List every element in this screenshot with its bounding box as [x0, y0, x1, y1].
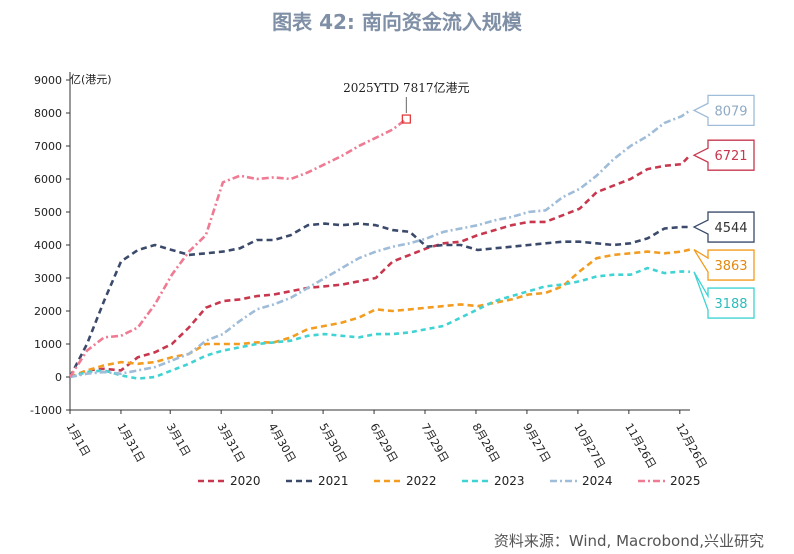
y-tick-label: 6000: [34, 173, 62, 186]
legend-label-2023: 2023: [494, 474, 525, 488]
x-tick-label: 4月30日: [266, 421, 299, 465]
x-tick-label: 6月29日: [367, 421, 400, 465]
x-tick-label: 11月26日: [622, 421, 658, 471]
end-callout-box-2021: [692, 211, 755, 243]
series-line-2021: [68, 222, 690, 378]
x-tick-label: 12月26日: [673, 421, 709, 471]
legend-label-2022: 2022: [406, 474, 437, 488]
y-tick-label: -1000: [30, 404, 62, 417]
end-callout-label-2020: 6721: [714, 149, 747, 164]
end-callout-label-2024: 8079: [714, 104, 747, 119]
x-tick-label: 8月28日: [469, 421, 502, 465]
end-callout-box-2022: [693, 248, 755, 281]
y-tick-label: 0: [55, 371, 62, 384]
y-tick-label: 1000: [34, 338, 62, 351]
annotation-label: 2025YTD 7817亿港元: [343, 80, 469, 95]
end-callout-label-2022: 3863: [714, 259, 747, 274]
y-tick-label: 4000: [34, 239, 62, 252]
x-tick-label: 3月31日: [215, 421, 248, 465]
x-tick-label: 9月27日: [520, 421, 553, 465]
source-note: 资料来源：Wind, Macrobond,兴业研究: [493, 532, 764, 550]
annotation-marker: [401, 114, 411, 124]
series-line-2024: [69, 109, 691, 379]
series-line-2020: [69, 154, 691, 379]
y-tick-label: 3000: [34, 272, 62, 285]
end-callout-box-2023: [693, 271, 755, 319]
series-line-2023: [69, 266, 691, 380]
legend-label-2025: 2025: [670, 474, 701, 488]
x-tick-label: 3月1日: [164, 421, 193, 459]
y-tick-label: 2000: [34, 305, 62, 318]
series-line-2022: [69, 248, 691, 379]
series-line-2025: [68, 117, 408, 378]
end-callout-label-2023: 3188: [714, 297, 747, 312]
end-callout-box-2020: [692, 139, 755, 171]
x-tick-label: 1月1日: [63, 421, 92, 459]
y-axis-unit-label: 亿(港元): [70, 73, 112, 86]
x-tick-label: 5月30日: [316, 421, 349, 465]
legend-label-2024: 2024: [582, 474, 613, 488]
y-tick-label: 9000: [34, 74, 62, 87]
legend-label-2021: 2021: [318, 474, 349, 488]
x-tick-label: 1月31日: [114, 421, 147, 465]
x-tick-label: 7月29日: [418, 421, 451, 465]
y-tick-label: 8000: [34, 107, 62, 120]
end-callout-box-2024: [692, 94, 755, 127]
y-tick-label: 7000: [34, 140, 62, 153]
end-callout-label-2021: 4544: [714, 221, 747, 236]
y-tick-label: 5000: [34, 206, 62, 219]
chart-title: 图表 42: 南向资金流入规模: [272, 10, 522, 34]
legend-label-2020: 2020: [230, 474, 261, 488]
x-tick-label: 10月27日: [571, 421, 607, 471]
